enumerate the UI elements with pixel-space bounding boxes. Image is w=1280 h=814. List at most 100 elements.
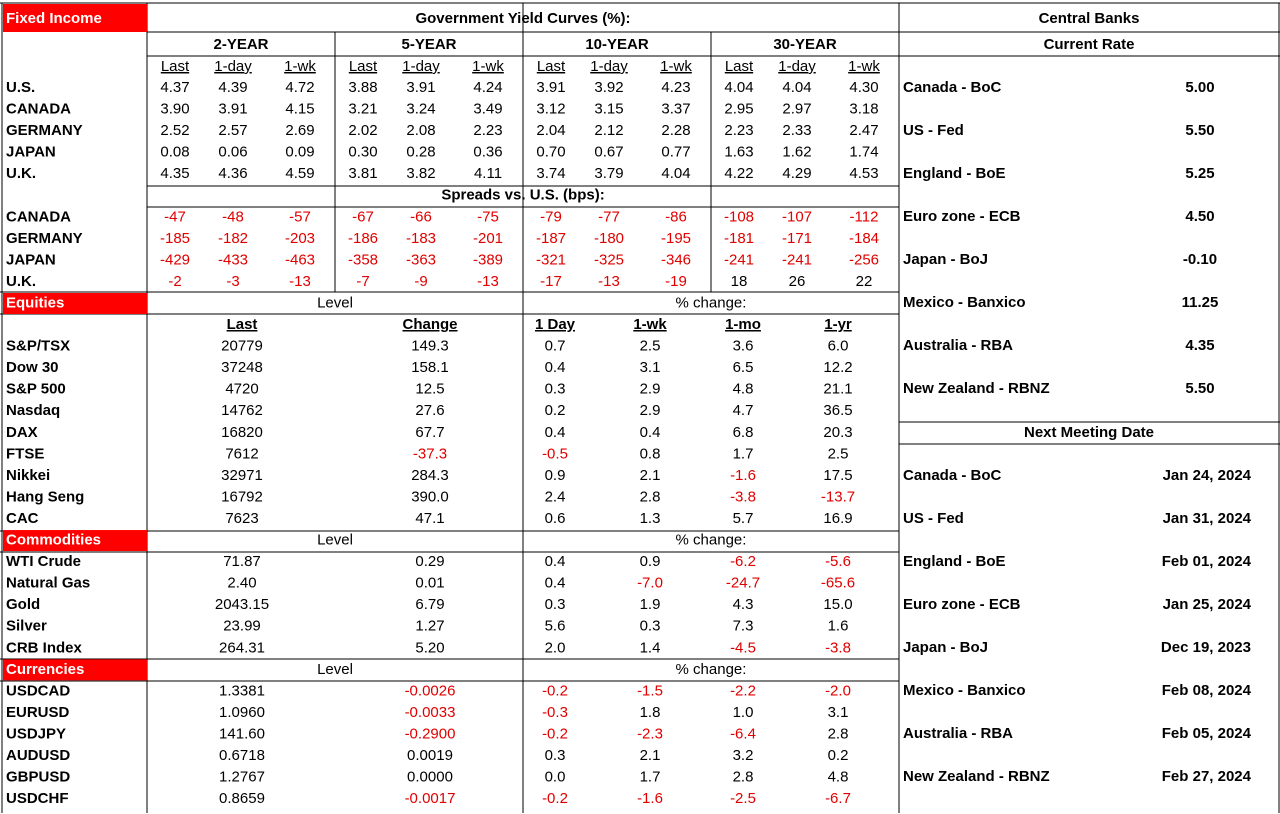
cell-value: 0.0019 bbox=[407, 747, 453, 764]
cell-value: 0.28 bbox=[406, 144, 435, 161]
cell-value: -0.2900 bbox=[405, 725, 456, 742]
cell-value: 2043.15 bbox=[215, 596, 269, 613]
cell-value: 12.5 bbox=[415, 381, 444, 398]
cell-value: 47.1 bbox=[415, 510, 444, 527]
cell-value: 20.3 bbox=[823, 424, 852, 441]
column-header: 1-wk bbox=[472, 58, 504, 75]
cell-value: 2.47 bbox=[849, 122, 878, 139]
cell-value: -13 bbox=[289, 273, 311, 290]
cell-value: -9 bbox=[414, 273, 427, 290]
cell-value: -107 bbox=[782, 208, 812, 225]
bank-name: Australia - RBA bbox=[903, 337, 1013, 354]
cell-value: 7.3 bbox=[733, 618, 754, 635]
cell-value: 23.99 bbox=[223, 618, 261, 635]
cell-value: -0.2 bbox=[542, 790, 568, 807]
section-header-bg bbox=[3, 293, 147, 314]
column-header: 1-wk bbox=[660, 58, 692, 75]
cell-value: 1.3381 bbox=[219, 682, 265, 699]
cell-value: 3.2 bbox=[733, 747, 754, 764]
cell-value: 71.87 bbox=[223, 553, 261, 570]
bank-name: Australia - RBA bbox=[903, 725, 1013, 742]
row-label: CAC bbox=[6, 510, 39, 527]
cell-value: 2.97 bbox=[782, 101, 811, 118]
column-header: 1-day bbox=[590, 58, 628, 75]
cell-value: 4.04 bbox=[782, 79, 811, 96]
cell-value: -6.7 bbox=[825, 790, 851, 807]
cell-value: 0.0 bbox=[545, 769, 566, 786]
group-header: Level bbox=[317, 532, 353, 549]
rate-value: 5.50 bbox=[1185, 122, 1214, 139]
cell-value: 141.60 bbox=[219, 725, 265, 742]
cell-value: -0.5 bbox=[542, 445, 568, 462]
cell-value: 0.4 bbox=[545, 359, 566, 376]
cell-value: 5.20 bbox=[415, 639, 444, 656]
bank-name: New Zealand - RBNZ bbox=[903, 768, 1050, 785]
cell-value: 390.0 bbox=[411, 488, 449, 505]
cell-value: 3.81 bbox=[348, 165, 377, 182]
cell-value: 2.8 bbox=[733, 769, 754, 786]
cell-value: -186 bbox=[348, 230, 378, 247]
cell-value: -37.3 bbox=[413, 445, 447, 462]
group-header: % change: bbox=[676, 661, 747, 678]
cell-value: 4.36 bbox=[218, 165, 247, 182]
cell-value: 0.4 bbox=[545, 424, 566, 441]
cell-value: -75 bbox=[477, 208, 499, 225]
row-label: GBPUSD bbox=[6, 769, 70, 786]
cell-value: 20779 bbox=[221, 338, 263, 355]
cell-value: 0.30 bbox=[348, 144, 377, 161]
cell-value: 0.3 bbox=[545, 381, 566, 398]
cell-value: 0.36 bbox=[473, 144, 502, 161]
cell-value: -19 bbox=[665, 273, 687, 290]
cell-value: -47 bbox=[164, 208, 186, 225]
column-header: 1-mo bbox=[725, 316, 761, 333]
cell-value: -256 bbox=[849, 251, 879, 268]
cell-value: -203 bbox=[285, 230, 315, 247]
cell-value: 0.29 bbox=[415, 553, 444, 570]
cell-value: 2.57 bbox=[218, 122, 247, 139]
cell-value: 2.69 bbox=[285, 122, 314, 139]
cell-value: 2.5 bbox=[828, 445, 849, 462]
cell-value: 2.4 bbox=[545, 488, 566, 505]
row-label: JAPAN bbox=[6, 144, 56, 161]
cell-value: -463 bbox=[285, 251, 315, 268]
column-header: Last bbox=[227, 316, 258, 333]
cell-value: 21.1 bbox=[823, 381, 852, 398]
cell-value: 27.6 bbox=[415, 402, 444, 419]
row-label: AUDUSD bbox=[6, 747, 70, 764]
cell-value: -0.2 bbox=[542, 725, 568, 742]
cell-value: 2.0 bbox=[545, 639, 566, 656]
cell-value: 0.6718 bbox=[219, 747, 265, 764]
cell-value: 1.0 bbox=[733, 704, 754, 721]
cell-value: 15.0 bbox=[823, 596, 852, 613]
cell-value: -241 bbox=[724, 251, 754, 268]
column-header: 1-yr bbox=[824, 316, 852, 333]
cell-value: 0.0000 bbox=[407, 769, 453, 786]
cell-value: -1.6 bbox=[730, 467, 756, 484]
cell-value: 284.3 bbox=[411, 467, 449, 484]
cell-value: -24.7 bbox=[726, 575, 760, 592]
cell-value: 6.5 bbox=[733, 359, 754, 376]
column-header: 1-wk bbox=[848, 58, 880, 75]
cell-value: -241 bbox=[782, 251, 812, 268]
bank-name: US - Fed bbox=[903, 510, 964, 527]
cell-value: 5.6 bbox=[545, 618, 566, 635]
cell-value: 1.8 bbox=[640, 704, 661, 721]
section-header-bg bbox=[3, 4, 147, 32]
row-label: CANADA bbox=[6, 208, 71, 225]
group-header: Next Meeting Date bbox=[1024, 424, 1154, 441]
cell-value: 4.37 bbox=[160, 79, 189, 96]
bank-name: Canada - BoC bbox=[903, 79, 1002, 96]
cell-value: -389 bbox=[473, 251, 503, 268]
meeting-date: Feb 05, 2024 bbox=[1162, 725, 1252, 742]
cell-value: 4.15 bbox=[285, 101, 314, 118]
cell-value: -0.2 bbox=[542, 682, 568, 699]
cell-value: 4.59 bbox=[285, 165, 314, 182]
cell-value: 2.9 bbox=[640, 381, 661, 398]
cell-value: 3.91 bbox=[406, 79, 435, 96]
cell-value: 5.7 bbox=[733, 510, 754, 527]
column-header: 1-day bbox=[402, 58, 440, 75]
cell-value: 0.67 bbox=[594, 144, 623, 161]
cell-value: -77 bbox=[598, 208, 620, 225]
cell-value: -2 bbox=[168, 273, 181, 290]
group-header: 10-YEAR bbox=[585, 36, 649, 53]
